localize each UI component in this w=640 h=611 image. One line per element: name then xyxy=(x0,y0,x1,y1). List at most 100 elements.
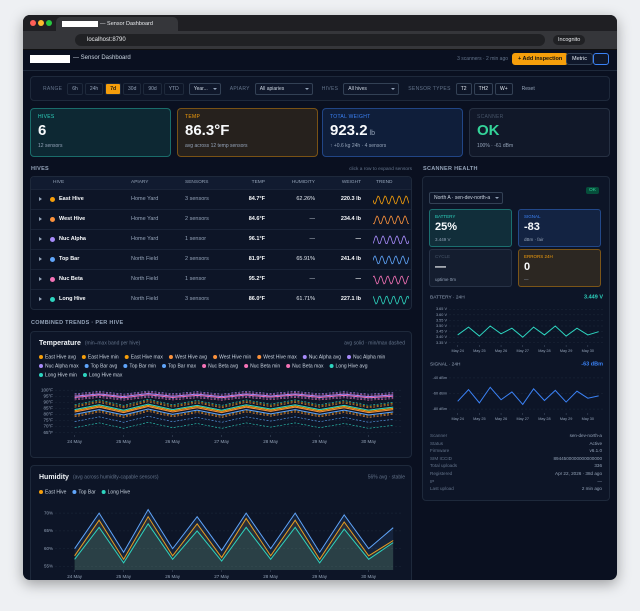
x-tick-label: 24 May xyxy=(67,439,83,444)
column-header: HIVE xyxy=(53,180,65,185)
sensor-type-button[interactable]: W+ xyxy=(495,82,513,95)
x-tick-label: May 26 xyxy=(495,349,507,353)
legend-item[interactable]: Top Bar max xyxy=(162,363,197,369)
y-tick-label: 65°F xyxy=(43,430,53,435)
sensor-type-button[interactable]: TH2 xyxy=(473,82,494,95)
hive-weight: 220.3 lb xyxy=(340,196,361,202)
trend-sparkline xyxy=(373,255,409,265)
range-button[interactable]: 7d xyxy=(105,82,122,95)
legend-label: East Hive min xyxy=(88,354,119,360)
detail-value: 2 min ago xyxy=(581,486,602,492)
legend-item[interactable]: Long Hive min xyxy=(39,372,77,378)
settings-button[interactable] xyxy=(593,53,609,65)
legend-item[interactable]: West Hive min xyxy=(213,354,251,360)
range-button[interactable]: 30d xyxy=(123,82,142,95)
add-inspection-button[interactable]: + Add inspection xyxy=(512,53,569,65)
range-button[interactable]: 24h xyxy=(84,82,104,95)
legend-label: Nuc Alpha max xyxy=(45,363,79,369)
legend-item[interactable]: Top Bar avg xyxy=(84,363,118,369)
legend-item[interactable]: Nuc Beta max xyxy=(286,363,324,369)
legend-item[interactable]: Nuc Alpha avg xyxy=(302,354,341,360)
y-tick-label: 3.40 V xyxy=(436,335,447,339)
x-tick-label: May 29 xyxy=(560,349,572,353)
hive-row[interactable]: Top Bar North Field 2 sensors 81.9°F 65.91% 2… xyxy=(31,249,411,269)
range-button[interactable]: 6h xyxy=(67,82,83,95)
detail-value: Active xyxy=(589,440,602,446)
legend-swatch xyxy=(81,355,86,359)
trend-sparkline xyxy=(373,195,409,205)
legend-label: West Hive min xyxy=(219,354,251,360)
legend-item[interactable]: East Hive avg xyxy=(39,354,76,360)
legend-label: Long Hive min xyxy=(45,372,77,378)
tile-value: -83 xyxy=(524,221,540,233)
legend-item[interactable]: West Hive max xyxy=(257,354,297,360)
profile-badge[interactable]: Incognito xyxy=(553,35,586,45)
kpi-value: 86.3°F xyxy=(185,122,229,139)
x-tick-label: May 30 xyxy=(582,349,594,353)
legend-item[interactable]: Long Hive xyxy=(101,489,131,495)
legend-item[interactable]: Nuc Beta min xyxy=(244,363,280,369)
scanner-select[interactable]: North A · sen-dev-north-a xyxy=(429,192,504,204)
series-line xyxy=(74,400,394,407)
range-button[interactable]: YTD xyxy=(163,82,184,95)
browser-tab[interactable]: — Sensor Dashboard xyxy=(56,17,178,31)
maximize-window[interactable] xyxy=(46,20,52,26)
legend-item[interactable]: West Hive avg xyxy=(168,354,207,360)
y-tick-label: 95°F xyxy=(43,393,53,398)
sensor-type-button[interactable]: T2 xyxy=(455,82,472,95)
hive-row[interactable]: Nuc Beta North Field 1 sensor 95.2°F — — xyxy=(31,269,411,289)
kpi-card: HIVES 6 12 sensors xyxy=(30,108,171,157)
detail-label: Registered xyxy=(430,471,453,476)
apiary-select[interactable]: All apiaries xyxy=(254,82,313,95)
hive-row[interactable]: East Hive Home Yard 3 sensors 84.7°F 62.26% 2… xyxy=(31,189,411,209)
hive-sensors: 3 sensors xyxy=(185,296,209,302)
detail-label: Scanner xyxy=(430,433,448,438)
hives-select[interactable]: All hives xyxy=(343,82,400,95)
legend-item[interactable]: Nuc Alpha max xyxy=(39,363,79,369)
legend-item[interactable]: Top Bar xyxy=(72,489,96,495)
hive-row[interactable]: Long Hive North Field 3 sensors 86.0°F 61.71… xyxy=(31,289,411,309)
y-tick-label: 3.45 V xyxy=(436,330,447,334)
kpi-number: 6 xyxy=(38,122,47,139)
trend-sparkline xyxy=(373,275,409,285)
x-tick-label: 29 May xyxy=(312,439,328,444)
year-select[interactable]: Year... xyxy=(188,82,221,95)
section-title: COMBINED TRENDS · PER HIVE xyxy=(31,320,124,326)
legend-item[interactable]: East Hive xyxy=(39,489,67,495)
legend-swatch xyxy=(39,355,43,359)
legend-item[interactable]: Nuc Alpha min xyxy=(347,354,385,360)
range-button[interactable]: 90d xyxy=(143,82,162,95)
legend-item[interactable]: Long Hive avg xyxy=(329,363,368,369)
y-tick-label: -60 dBm xyxy=(433,392,447,396)
legend-item[interactable]: East Hive max xyxy=(124,354,164,360)
x-tick-label: 26 May xyxy=(165,574,181,579)
minimize-window[interactable] xyxy=(38,20,44,26)
expand-chevron xyxy=(39,297,44,301)
tile-sub: 3.449 V xyxy=(435,237,451,242)
url-field[interactable]: localhost:8790 xyxy=(75,34,545,46)
detail-value: v6.1.0 xyxy=(589,448,602,454)
units-button[interactable]: Metric xyxy=(566,53,593,65)
legend-item[interactable]: Nuc Beta avg xyxy=(202,363,238,369)
legend-swatch xyxy=(82,373,87,377)
close-window[interactable] xyxy=(30,20,36,26)
kpi-number: 86.3°F xyxy=(185,122,230,139)
hive-color-dot xyxy=(50,217,55,222)
y-tick-label: 3.55 V xyxy=(436,318,447,322)
hive-temp: 86.0°F xyxy=(248,296,265,302)
tile-value: — xyxy=(435,261,446,273)
chart-subtitle: (avg across humidity-capable sensors) xyxy=(73,474,159,480)
legend-item[interactable]: East Hive min xyxy=(81,354,119,360)
x-tick-label: 28 May xyxy=(263,439,279,444)
hive-row[interactable]: West Hive Home Yard 2 sensors 84.6°F — 234.4 … xyxy=(31,209,411,229)
hive-row[interactable]: Nuc Alpha Home Yard 1 sensor 96.1°F — — xyxy=(31,229,411,249)
legend-item[interactable]: Top Bar min xyxy=(123,363,156,369)
legend-swatch xyxy=(101,490,106,494)
temperature-chart: Temperature (min–max band per hive) avg so… xyxy=(39,340,405,444)
hive-sensors: 2 sensors xyxy=(185,216,209,222)
legend-swatch xyxy=(39,364,43,368)
chart-title: SIGNAL · 24H xyxy=(430,361,461,367)
tab-bar: — Sensor Dashboard xyxy=(23,15,617,31)
legend-item[interactable]: Long Hive max xyxy=(82,372,123,378)
reset-button[interactable]: Reset xyxy=(521,85,535,92)
